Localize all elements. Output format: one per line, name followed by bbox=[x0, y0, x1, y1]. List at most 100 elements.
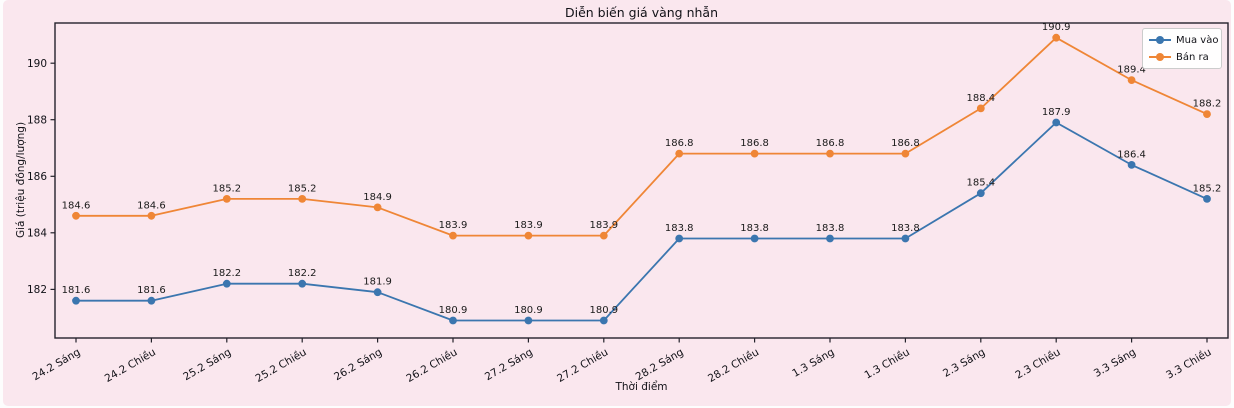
point-label: 189.4 bbox=[1117, 65, 1146, 76]
point-label: 184.9 bbox=[363, 192, 392, 203]
x-tick-label: 2.3 Chiều bbox=[1013, 346, 1062, 381]
y-tick-label: 186 bbox=[27, 171, 47, 183]
x-tick-label: 1.3 Sáng bbox=[790, 346, 836, 380]
figure-background: Diễn biến giá vàng nhẫn Giá (triệu đồng/… bbox=[3, 0, 1231, 406]
point-label: 181.9 bbox=[363, 277, 392, 288]
data-point bbox=[1052, 118, 1061, 127]
x-tick-label: 28.2 Sáng bbox=[634, 346, 686, 383]
point-label: 183.9 bbox=[439, 220, 468, 231]
legend: Mua vào Bán ra bbox=[1142, 28, 1222, 69]
x-axis-label: Thời điểm bbox=[615, 381, 668, 393]
data-point bbox=[524, 231, 533, 240]
data-point bbox=[675, 149, 684, 158]
legend-item-mua-vao: Mua vào bbox=[1149, 33, 1218, 47]
point-label: 181.6 bbox=[62, 285, 91, 296]
y-tick-label: 188 bbox=[27, 115, 47, 127]
data-point bbox=[976, 104, 985, 113]
point-label: 188.2 bbox=[1193, 99, 1222, 110]
y-tick-label: 190 bbox=[27, 58, 47, 70]
legend-item-ban-ra: Bán ra bbox=[1149, 50, 1214, 64]
legend-line-marker-icon bbox=[1149, 53, 1171, 61]
data-point bbox=[72, 211, 80, 220]
x-tick-label: 27.2 Sáng bbox=[483, 346, 535, 383]
point-label: 183.8 bbox=[740, 223, 769, 234]
legend-label: Bán ra bbox=[1176, 51, 1209, 63]
data-point bbox=[599, 231, 608, 240]
point-label: 185.2 bbox=[288, 183, 317, 194]
point-label: 188.4 bbox=[966, 93, 995, 104]
data-point bbox=[1127, 161, 1136, 169]
chart-title: Diễn biến giá vàng nhẫn bbox=[564, 5, 719, 20]
data-point bbox=[826, 149, 834, 158]
x-tick-label: 26.2 Sáng bbox=[332, 346, 384, 383]
data-point bbox=[449, 231, 457, 240]
data-point bbox=[599, 316, 608, 325]
x-tick-label: 25.2 Sáng bbox=[181, 346, 233, 383]
series-line-1 bbox=[76, 36, 1208, 237]
data-point bbox=[750, 234, 759, 243]
data-point bbox=[373, 203, 382, 212]
legend-label: Mua vào bbox=[1176, 34, 1219, 46]
point-label: 182.2 bbox=[288, 268, 317, 279]
data-point bbox=[222, 195, 231, 203]
point-label: 183.8 bbox=[891, 223, 920, 234]
point-label: 187.9 bbox=[1042, 107, 1071, 118]
point-label: 181.6 bbox=[137, 285, 166, 296]
x-tick-label: 24.2 Sáng bbox=[30, 346, 82, 383]
point-label: 184.6 bbox=[137, 200, 166, 211]
plot-area: 182 184 186 188 190 24.2 Sáng 24.2 Chiều 25.2 S… bbox=[27, 22, 1229, 385]
y-tick-label: 182 bbox=[27, 284, 47, 296]
data-point bbox=[976, 189, 985, 198]
point-label: 186.8 bbox=[816, 138, 845, 149]
data-point bbox=[298, 279, 307, 288]
point-label: 186.8 bbox=[891, 138, 920, 149]
series-line-0 bbox=[76, 121, 1208, 322]
point-label: 186.4 bbox=[1117, 149, 1146, 160]
x-tick-label: 27.2 Chiều bbox=[555, 346, 610, 385]
x-tick-label: 3.3 Sáng bbox=[1092, 346, 1138, 380]
data-point bbox=[901, 234, 910, 243]
point-label: 180.9 bbox=[589, 305, 618, 316]
point-label: 183.8 bbox=[665, 223, 694, 234]
data-point bbox=[72, 296, 80, 305]
point-label: 186.8 bbox=[665, 138, 694, 149]
point-label: 190.9 bbox=[1042, 22, 1071, 33]
data-point bbox=[675, 234, 684, 243]
point-label: 185.4 bbox=[966, 178, 995, 189]
data-point bbox=[1203, 195, 1211, 203]
data-point bbox=[222, 279, 231, 288]
data-point bbox=[147, 296, 156, 305]
point-label: 183.8 bbox=[816, 223, 845, 234]
x-tick-label: 3.3 Chiều bbox=[1164, 346, 1213, 381]
data-point bbox=[373, 288, 382, 297]
data-point bbox=[147, 211, 156, 220]
legend-line-marker-icon bbox=[1149, 36, 1171, 44]
point-label: 186.8 bbox=[740, 138, 769, 149]
x-tick-label: 24.2 Chiều bbox=[103, 346, 158, 385]
data-point bbox=[449, 316, 457, 325]
data-point bbox=[298, 195, 307, 203]
data-point bbox=[524, 316, 533, 325]
x-tick-label: 1.3 Chiều bbox=[863, 346, 912, 381]
point-label: 183.9 bbox=[589, 220, 618, 231]
data-point bbox=[1052, 33, 1061, 42]
data-point bbox=[901, 149, 910, 158]
point-label: 183.9 bbox=[514, 220, 543, 231]
point-label: 185.2 bbox=[1193, 183, 1222, 194]
data-point bbox=[750, 149, 759, 158]
data-point bbox=[1203, 110, 1211, 118]
y-tick-label: 184 bbox=[27, 228, 47, 240]
point-label: 182.2 bbox=[212, 268, 241, 279]
x-tick-label: 26.2 Chiều bbox=[404, 346, 459, 385]
x-tick-label: 25.2 Chiều bbox=[254, 346, 309, 385]
point-label: 184.6 bbox=[62, 200, 91, 211]
data-point bbox=[1127, 76, 1136, 84]
point-label: 180.9 bbox=[514, 305, 543, 316]
x-tick-label: 28.2 Chiều bbox=[706, 346, 761, 385]
axes-border bbox=[54, 22, 1229, 339]
point-label: 180.9 bbox=[439, 305, 468, 316]
point-label: 185.2 bbox=[212, 183, 241, 194]
x-tick-label: 2.3 Sáng bbox=[941, 346, 987, 380]
data-point bbox=[826, 234, 834, 243]
